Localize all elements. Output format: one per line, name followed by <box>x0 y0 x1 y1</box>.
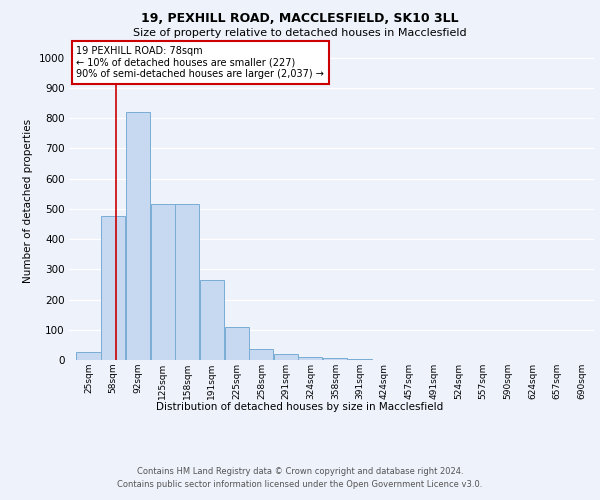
Bar <box>225 326 249 360</box>
Text: Size of property relative to detached houses in Macclesfield: Size of property relative to detached ho… <box>133 28 467 38</box>
Bar <box>200 280 224 360</box>
Bar <box>101 216 125 360</box>
Bar <box>298 357 322 360</box>
Bar <box>323 358 347 360</box>
Bar <box>76 352 101 360</box>
Bar <box>151 204 175 360</box>
Text: Contains HM Land Registry data © Crown copyright and database right 2024.: Contains HM Land Registry data © Crown c… <box>137 468 463 476</box>
Bar <box>175 204 199 360</box>
Y-axis label: Number of detached properties: Number of detached properties <box>23 119 33 284</box>
Bar <box>348 359 372 360</box>
Text: Distribution of detached houses by size in Macclesfield: Distribution of detached houses by size … <box>157 402 443 412</box>
Bar <box>274 354 298 360</box>
Text: Contains public sector information licensed under the Open Government Licence v3: Contains public sector information licen… <box>118 480 482 489</box>
Text: 19 PEXHILL ROAD: 78sqm
← 10% of detached houses are smaller (227)
90% of semi-de: 19 PEXHILL ROAD: 78sqm ← 10% of detached… <box>76 46 324 78</box>
Bar <box>249 350 273 360</box>
Text: 19, PEXHILL ROAD, MACCLESFIELD, SK10 3LL: 19, PEXHILL ROAD, MACCLESFIELD, SK10 3LL <box>141 12 459 26</box>
Bar <box>126 112 150 360</box>
